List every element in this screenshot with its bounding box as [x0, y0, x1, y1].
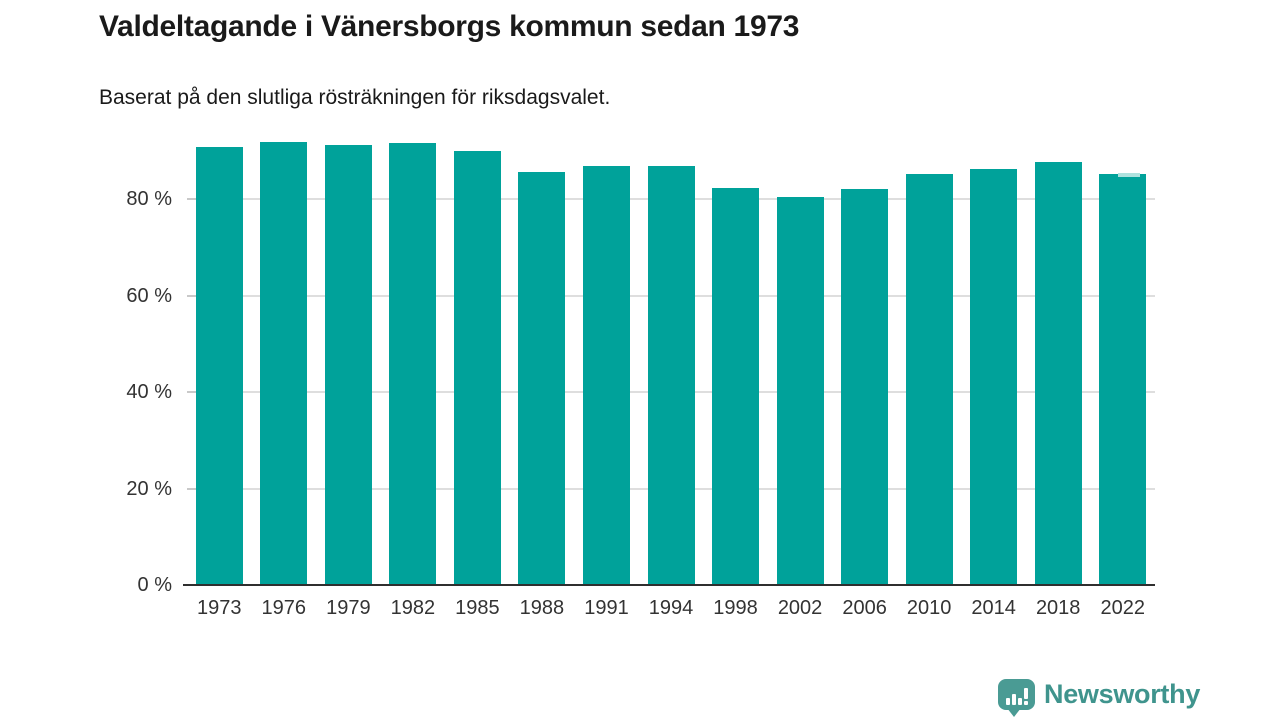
x-axis-label-1994: 1994 — [648, 597, 694, 619]
newsworthy-logo-text: Newsworthy — [1044, 679, 1201, 709]
bar-2002 — [776, 197, 824, 585]
x-axis-label-2018: 2018 — [1035, 597, 1081, 619]
x-axis-label-1991: 1991 — [584, 597, 629, 619]
bar-1979 — [324, 144, 372, 585]
x-axis-label-1998: 1998 — [713, 597, 758, 619]
bar-1982 — [389, 142, 437, 585]
logo-bar-medium-icon — [1017, 698, 1022, 705]
logo-exclamation-icon — [1023, 688, 1028, 705]
bar-1991 — [582, 166, 630, 585]
bar-2022-light-cap — [1118, 173, 1141, 178]
bar-1976 — [260, 141, 308, 585]
bar-1973 — [195, 147, 243, 585]
bar-1988 — [518, 172, 566, 585]
x-axis-label-2010: 2010 — [906, 597, 952, 619]
bar-2018 — [1034, 161, 1082, 585]
y-axis-tick-80 — [187, 198, 196, 201]
x-axis-label-1982: 1982 — [390, 597, 436, 619]
bar-1998 — [712, 187, 760, 585]
logo-mini-bars — [1005, 688, 1028, 705]
y-axis-label-20: 20 % — [126, 477, 172, 500]
x-axis-label-2002: 2002 — [777, 597, 823, 619]
y-axis-label-0: 0 % — [137, 574, 172, 596]
x-axis-label-2014: 2014 — [971, 597, 1016, 619]
y-axis-tick-60 — [187, 294, 196, 297]
bar-1985 — [453, 151, 501, 585]
plot-area — [183, 103, 1155, 586]
bar-1994 — [647, 165, 695, 585]
bar-2014 — [970, 168, 1018, 585]
newsworthy-logo: Newsworthy — [998, 679, 1201, 717]
x-axis-label-1976: 1976 — [261, 597, 307, 619]
y-axis-label-60: 60 % — [126, 284, 172, 307]
x-axis-label-2006: 2006 — [842, 597, 887, 619]
x-axis-label-1988: 1988 — [519, 597, 565, 619]
bar-2006 — [841, 188, 889, 585]
y-axis-label-80: 80 % — [126, 188, 172, 211]
chart-subtitle: Baserat på den slutliga rösträkningen fö… — [99, 86, 611, 109]
chart-title: Valdeltagande i Vänersborgs kommun sedan… — [99, 10, 800, 43]
logo-bar-small-icon — [1005, 698, 1010, 705]
bar-2010 — [905, 173, 953, 585]
y-axis-tick-20 — [187, 487, 196, 490]
bar-chart-speech-bubble-icon — [998, 679, 1035, 717]
y-axis-label-40: 40 % — [126, 381, 172, 404]
x-axis-label-1979: 1979 — [326, 597, 371, 619]
x-axis-label-1973: 1973 — [197, 597, 242, 619]
x-axis-baseline — [183, 584, 1155, 586]
y-axis-tick-40 — [187, 391, 196, 394]
x-axis-label-2022: 2022 — [1100, 597, 1145, 619]
bar-2022 — [1099, 173, 1147, 585]
logo-bar-tall-icon — [1011, 694, 1016, 705]
x-axis-label-1985: 1985 — [455, 597, 500, 619]
